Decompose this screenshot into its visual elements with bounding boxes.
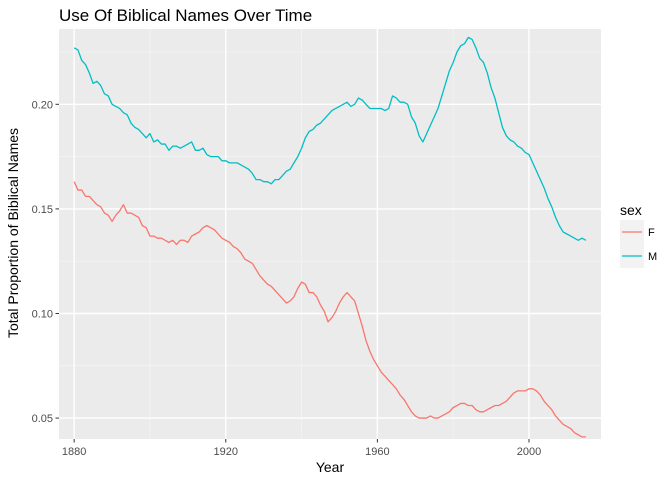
- chart-title: Use Of Biblical Names Over Time: [59, 6, 312, 25]
- x-axis: 1880 1920 1960 2000: [62, 439, 541, 458]
- x-tick-label: 1880: [62, 446, 86, 458]
- y-tick-label: 0.10: [32, 308, 53, 320]
- legend-items: FM: [620, 220, 657, 268]
- legend-title: sex: [620, 202, 642, 218]
- major-gridlines: [59, 29, 601, 439]
- series-lines: [73, 36, 587, 438]
- x-tick-label: 1920: [214, 446, 238, 458]
- legend: sex FM: [620, 202, 657, 268]
- x-tick-label: 1960: [365, 446, 389, 458]
- y-tick-label: 0.20: [32, 99, 53, 111]
- minor-gridlines: [59, 29, 601, 439]
- x-tick-label: 2000: [517, 446, 541, 458]
- series-line-m: [73, 36, 587, 241]
- y-axis: 0.05 0.10 0.15 0.20: [32, 99, 59, 425]
- series-line-f: [73, 181, 586, 438]
- y-tick-label: 0.15: [32, 204, 53, 216]
- x-axis-title: Year: [316, 459, 345, 475]
- y-tick-label: 0.05: [32, 413, 53, 425]
- y-axis-title: Total Proportion of Biblical Names: [5, 128, 21, 338]
- plot-panel: [59, 29, 601, 439]
- legend-label-f: F: [648, 227, 655, 239]
- legend-label-m: M: [648, 251, 657, 263]
